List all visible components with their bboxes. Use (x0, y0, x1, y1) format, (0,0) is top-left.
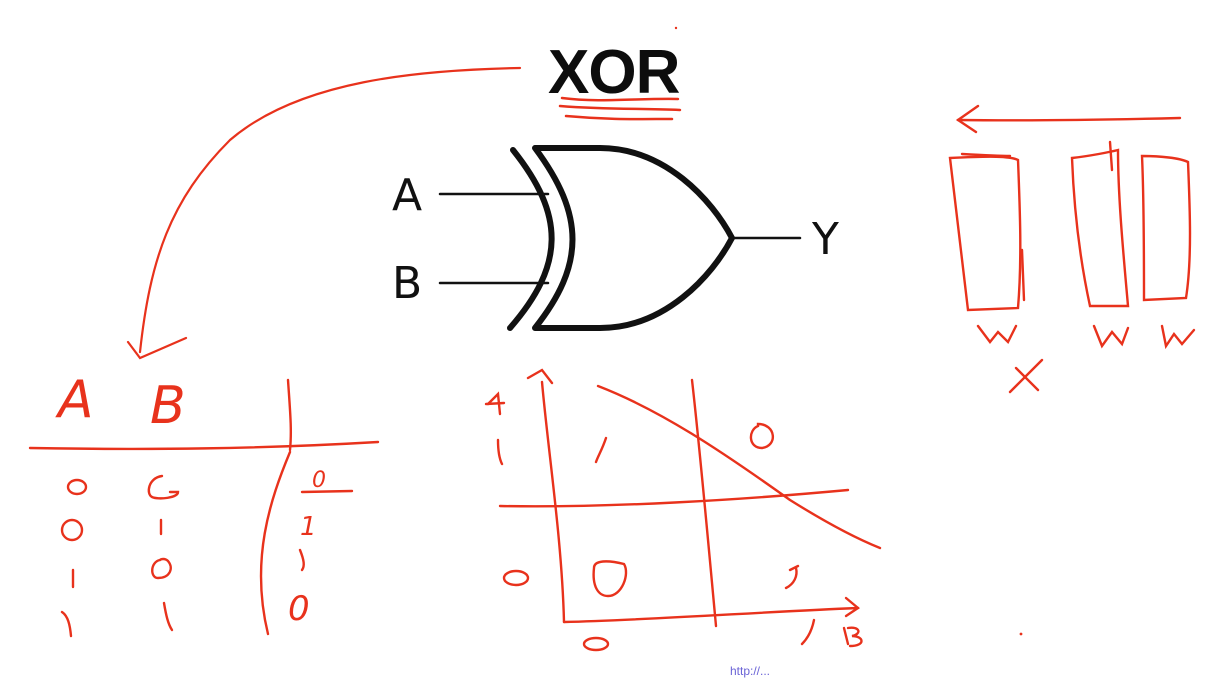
k-map (484, 368, 882, 652)
kmap-vertical-divider (690, 378, 718, 628)
x-mark (1008, 358, 1044, 394)
xor-gate-body (532, 145, 735, 331)
truth-table-output-4: 0 (288, 589, 310, 629)
xor-extra-input-arc (507, 147, 555, 331)
truth-table-lines (28, 378, 380, 636)
truth-table-output-2: 1 (300, 512, 317, 542)
gate-input-b-label: B (392, 258, 423, 309)
truth-table-output-1: 0 (312, 468, 326, 493)
title-to-table-arrow (126, 66, 522, 360)
bars-sketch (948, 104, 1196, 394)
left-arrow (956, 116, 1182, 122)
watermark-link: http://... (730, 664, 771, 678)
bar-1 (948, 155, 1022, 312)
xor-gate-symbol (438, 145, 802, 331)
kmap-x-axis (562, 606, 860, 624)
stray-dot (674, 26, 678, 30)
stray-dot (1019, 632, 1023, 636)
bar-2 (1070, 148, 1130, 308)
bar-3 (1140, 154, 1192, 302)
title-underline (558, 96, 682, 121)
kmap-y-axis (540, 380, 566, 624)
gate-output-y-label: Y (812, 214, 839, 265)
truth-table-header-a: A (58, 370, 94, 430)
kmap-horizontal-divider (498, 488, 850, 508)
kmap-diagonal-stroke (596, 384, 882, 550)
truth-table-ink-glyphs (60, 474, 180, 638)
truth-table-header-b: B (150, 376, 186, 436)
diagram-title: XOR (548, 38, 680, 107)
gate-input-a-label: A (392, 170, 423, 221)
